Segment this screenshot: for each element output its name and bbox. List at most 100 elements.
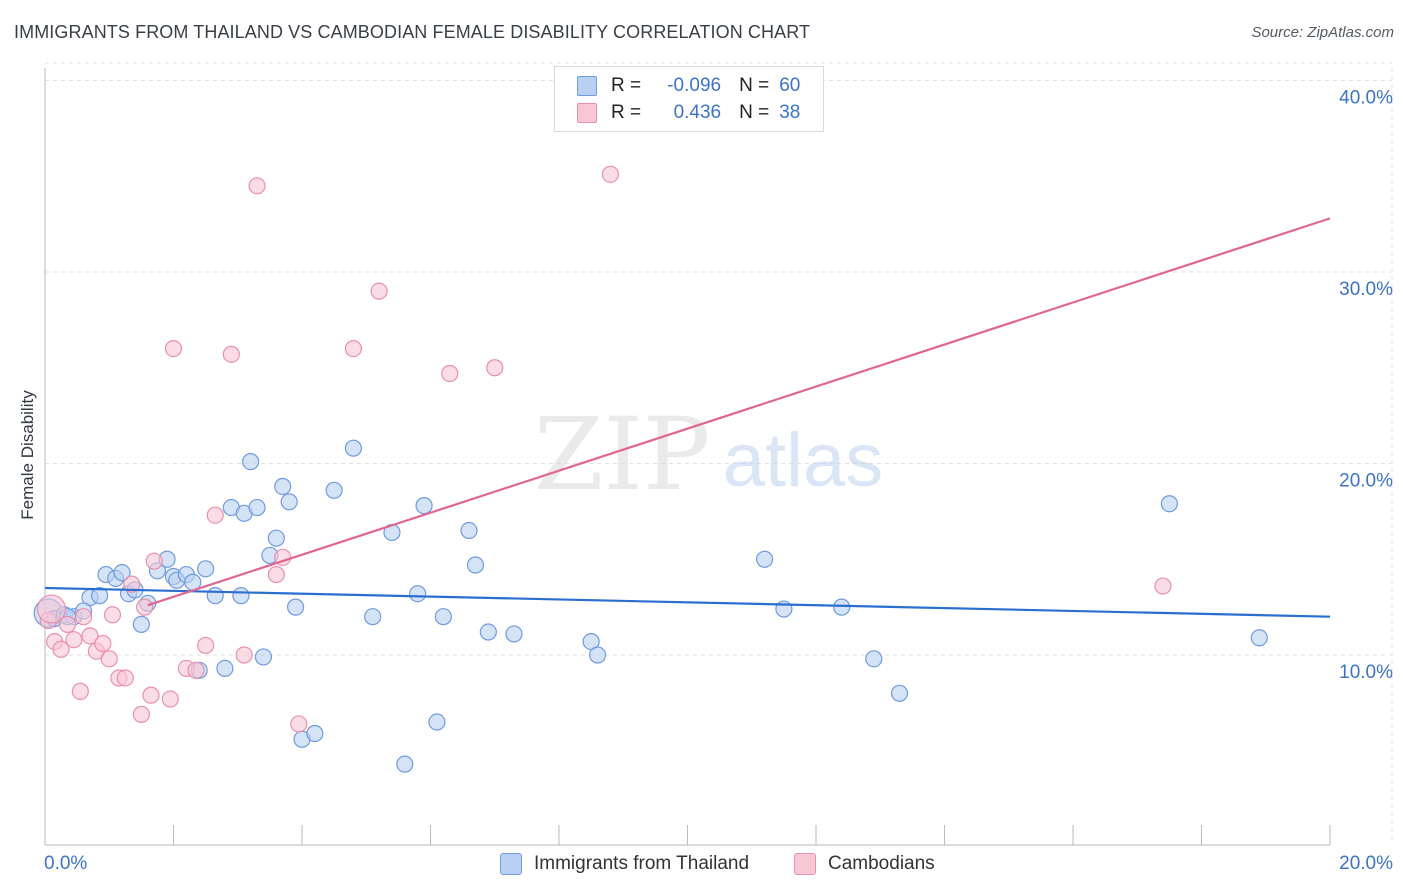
legend-swatch-cambodians bbox=[577, 103, 597, 123]
thailand-point bbox=[206, 587, 224, 605]
legend-swatch-thailand bbox=[500, 853, 522, 875]
thailand-point bbox=[232, 587, 250, 605]
legend-swatch-thailand bbox=[577, 76, 597, 96]
y-tick-label: 10.0% bbox=[1339, 662, 1393, 683]
y-tick-label: 40.0% bbox=[1339, 88, 1393, 109]
cambodians-point bbox=[94, 634, 112, 653]
cambodians-point bbox=[58, 615, 77, 633]
x-tick-label: 0.0% bbox=[44, 853, 87, 874]
cambodians-point bbox=[290, 715, 308, 733]
thailand-point bbox=[1250, 629, 1268, 647]
cambodians-point bbox=[145, 552, 163, 570]
thailand-point bbox=[325, 481, 343, 499]
y-tick-label: 30.0% bbox=[1339, 279, 1393, 300]
cambodians-point bbox=[100, 650, 118, 668]
thailand-point bbox=[364, 608, 382, 626]
thailand-point bbox=[197, 560, 215, 578]
cambodians-point bbox=[132, 705, 150, 723]
cambodians-point bbox=[164, 340, 183, 358]
legend-n-label: N = bbox=[739, 75, 770, 96]
thailand-point bbox=[434, 608, 452, 626]
thailand-point bbox=[280, 493, 298, 511]
watermark: ZIP atlas bbox=[534, 396, 883, 513]
cambodians-point bbox=[267, 565, 285, 584]
thailand-point bbox=[505, 625, 523, 643]
thailand-point bbox=[466, 556, 485, 574]
cambodians-point bbox=[486, 359, 504, 377]
cambodians-point bbox=[601, 165, 620, 183]
cambodians-point bbox=[135, 598, 154, 616]
bottom-legend-cambodians[interactable]: Cambodians bbox=[794, 852, 935, 876]
legend-n-value: 60 bbox=[779, 75, 801, 96]
thailand-point bbox=[267, 529, 285, 547]
chart-source: Source: ZipAtlas.com bbox=[1251, 24, 1394, 41]
cambodians-point bbox=[116, 669, 134, 687]
cambodians-point bbox=[370, 282, 388, 300]
cambodians-point bbox=[71, 682, 89, 700]
thailand-point bbox=[755, 550, 774, 568]
thailand-point bbox=[286, 598, 305, 616]
legend-n-label: N = bbox=[739, 102, 770, 123]
thailand-point bbox=[588, 646, 607, 664]
thailand-point bbox=[428, 713, 446, 731]
thailand-point bbox=[306, 724, 324, 743]
watermark-atlas: atlas bbox=[723, 418, 884, 503]
legend-r-value: 0.436 bbox=[673, 102, 722, 123]
thailand-point bbox=[833, 598, 851, 616]
thailand-point bbox=[91, 587, 109, 605]
cambodians-point bbox=[235, 646, 253, 664]
legend-row-cambodians: R = 0.436 N = 38 bbox=[577, 100, 800, 126]
thailand-point bbox=[415, 497, 433, 515]
trend-lines bbox=[44, 217, 1331, 618]
cambodians-point bbox=[103, 606, 122, 624]
watermark-zip: ZIP bbox=[534, 396, 710, 513]
legend-r-label: R = bbox=[611, 102, 642, 123]
cambodians-point bbox=[161, 690, 179, 708]
thailand-point bbox=[396, 755, 414, 773]
thailand-point bbox=[865, 650, 883, 668]
cambodians-point bbox=[74, 608, 93, 626]
legend-row-thailand: R = -0.096 N = 60 bbox=[577, 73, 800, 99]
stats-legend: R = -0.096 N = 60 R = 0.436 N = 38 bbox=[554, 66, 824, 132]
legend-label-cambodians: Cambodians bbox=[828, 853, 935, 874]
cambodians-point bbox=[187, 661, 205, 679]
thailand-point bbox=[242, 452, 260, 471]
thailand-point bbox=[460, 521, 478, 540]
thailand-point bbox=[254, 648, 273, 666]
thailand-point bbox=[248, 498, 266, 517]
axes bbox=[44, 68, 1331, 846]
thailand-point bbox=[409, 585, 427, 603]
x-tick-label: 20.0% bbox=[1339, 853, 1393, 874]
legend-label-thailand: Immigrants from Thailand bbox=[534, 853, 750, 874]
thailand-point bbox=[890, 684, 909, 702]
legend-r-label: R = bbox=[611, 75, 642, 96]
legend-n-value: 38 bbox=[779, 102, 801, 123]
cambodians-point bbox=[142, 686, 160, 704]
thailand-point bbox=[113, 564, 131, 582]
thailand-point bbox=[216, 659, 234, 678]
series-cambodians-points bbox=[36, 165, 1172, 733]
cambodians-point bbox=[222, 345, 240, 363]
bottom-legend-thailand[interactable]: Immigrants from Thailand bbox=[500, 852, 749, 876]
trend-line-thailand bbox=[44, 586, 1331, 618]
thailand-point bbox=[274, 477, 292, 496]
tick-labels: 10.0% 20.0% 30.0% 40.0% 0.0% 20.0% bbox=[44, 88, 1393, 875]
cambodians-point bbox=[206, 506, 224, 524]
legend-r-value: -0.096 bbox=[667, 75, 722, 96]
thailand-point bbox=[344, 439, 362, 457]
cambodians-point bbox=[248, 177, 266, 195]
cambodians-point bbox=[36, 594, 67, 624]
trend-line-cambodians bbox=[147, 217, 1331, 607]
chart-title: IMMIGRANTS FROM THAILAND VS CAMBODIAN FE… bbox=[14, 22, 811, 42]
thailand-point bbox=[479, 623, 497, 641]
y-tick-label: 20.0% bbox=[1339, 471, 1393, 492]
cambodians-point bbox=[1154, 577, 1172, 595]
cambodians-point bbox=[197, 636, 215, 655]
legend-swatch-cambodians bbox=[794, 853, 816, 875]
cambodians-point bbox=[81, 627, 99, 645]
thailand-point bbox=[1160, 495, 1178, 513]
cambodians-point bbox=[344, 340, 362, 358]
cambodians-point bbox=[441, 364, 459, 383]
cambodians-point bbox=[52, 640, 70, 658]
